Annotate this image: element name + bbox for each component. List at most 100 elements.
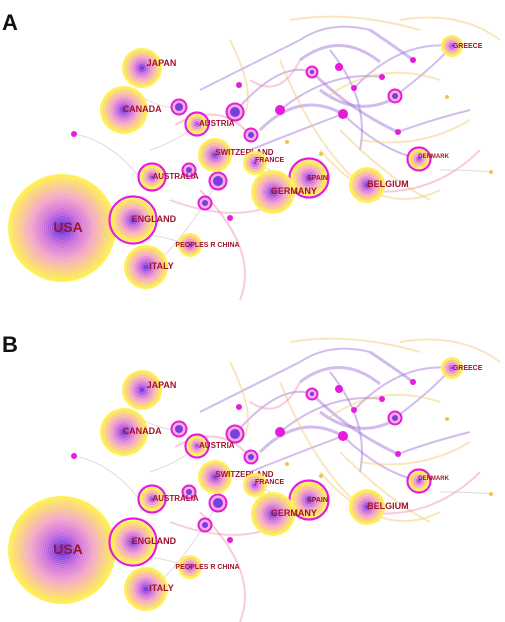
country-node-england: ENGLAND [108, 195, 177, 245]
minor-country-node [71, 131, 77, 137]
collaboration-link [369, 350, 414, 384]
country-label-germany: GERMANY [271, 508, 317, 518]
collaboration-link [249, 381, 301, 410]
country-node-austria: AUSTRIA [184, 433, 235, 459]
country-node-greece: GREECE [440, 34, 483, 58]
collaboration-link [199, 361, 301, 413]
minor-country-node [285, 140, 289, 144]
country-node-italy: ITALY [123, 244, 174, 290]
minor-country-node [410, 379, 416, 385]
collaboration-link [249, 435, 344, 473]
country-label-france: FRANCE [255, 157, 284, 164]
minor-country-node [71, 453, 77, 459]
country-label-austria: AUSTRIA [199, 441, 235, 450]
country-node-japan: JAPAN [121, 369, 176, 411]
minor-country-node [351, 85, 357, 91]
collaboration-link [174, 435, 251, 458]
country-node-spain: SPAIN [288, 479, 330, 521]
country-label-greece: GREECE [453, 43, 483, 50]
minor-country-node [489, 170, 493, 174]
country-node-belgium: BELGIUM [348, 166, 409, 204]
collaboration-link [329, 71, 441, 96]
collaboration-link [329, 393, 441, 418]
links-layer [73, 337, 501, 622]
country-label-austria: AUSTRIA [199, 119, 235, 128]
minor-country-node [338, 109, 348, 119]
country-node-usa: USA [7, 173, 117, 283]
collaboration-link [369, 28, 414, 62]
minor-country-node [410, 57, 416, 63]
country-label-peoples_r_china: PEOPLES R CHINA [175, 242, 239, 249]
country-label-australia: AUSTRALIA [152, 494, 198, 503]
collaboration-link [342, 113, 420, 160]
collaboration-link [159, 502, 219, 583]
country-label-australia: AUSTRALIA [152, 172, 198, 181]
collaboration-link [339, 129, 431, 201]
country-label-belgium: BELGIUM [367, 179, 409, 189]
minor-country-node [335, 63, 343, 71]
minor-country-node [319, 152, 323, 156]
minor-country-node [227, 537, 233, 543]
minor-country-node [395, 451, 401, 457]
collaboration-link [299, 366, 381, 386]
country-node-greece: GREECE [440, 356, 483, 380]
country-node-australia: AUSTRALIA [137, 162, 199, 192]
country-node-england: ENGLAND [108, 517, 177, 567]
collaboration-link [258, 103, 344, 132]
country-label-canada: CANADA [123, 426, 162, 436]
country-label-belgium: BELGIUM [367, 501, 409, 511]
country-label-germany: GERMANY [271, 186, 317, 196]
collaboration-link [310, 392, 399, 456]
panel-label: A [2, 10, 18, 35]
collaboration-link [399, 338, 501, 363]
minor-country-node [338, 431, 348, 441]
collaboration-link [299, 25, 371, 41]
collaboration-link [249, 59, 301, 88]
minor-country-node [351, 407, 357, 413]
minor-country-node [489, 492, 493, 496]
country-node-canada: CANADA [99, 85, 162, 135]
panel-b: B USA JAPAN CANADA AUSTRIA SWITZERLAND FRANCE… [0, 322, 505, 622]
country-label-italy: ITALY [149, 261, 174, 271]
country-node-peoples_r_china: PEOPLES R CHINA [175, 232, 240, 258]
collaboration-link [73, 133, 141, 179]
minor-country-node [285, 462, 289, 466]
country-node-japan: JAPAN [121, 47, 176, 89]
collaboration-link [258, 425, 344, 454]
collaboration-link [359, 441, 471, 466]
collaboration-link [329, 371, 363, 473]
collaboration-link [289, 15, 421, 31]
minor-country-node [379, 396, 385, 402]
collaboration-link [339, 451, 431, 523]
country-node-switzerland: SWITZERLAND [197, 459, 274, 495]
minor-country-node [379, 74, 385, 80]
country-node-peoples_r_china: PEOPLES R CHINA [175, 554, 240, 580]
minor-country-node [236, 404, 242, 410]
collaboration-link [310, 70, 399, 134]
country-label-denmark: DENMARK [418, 476, 449, 482]
country-label-denmark: DENMARK [418, 154, 449, 160]
country-label-switzerland: SWITZERLAND [215, 470, 273, 479]
panel-label: B [2, 332, 18, 357]
minor-country-node [319, 474, 323, 478]
country-node-france: FRANCE [242, 472, 285, 498]
collaboration-link [329, 49, 363, 151]
country-label-france: FRANCE [255, 479, 284, 486]
country-label-canada: CANADA [123, 104, 162, 114]
collaboration-link [397, 431, 471, 455]
collaboration-link [199, 39, 301, 91]
collaboration-link [174, 113, 251, 136]
minor-country-node [395, 129, 401, 135]
collaboration-link [399, 16, 501, 41]
country-label-peoples_r_china: PEOPLES R CHINA [175, 564, 239, 571]
minor-country-node [445, 95, 449, 99]
country-node-italy: ITALY [123, 566, 174, 612]
country-label-spain: SPAIN [307, 175, 328, 182]
panel-a: A USA JAPAN CANADA AUSTRIA SWITZERLAND FRANCE… [0, 0, 505, 300]
country-label-usa: USA [53, 541, 83, 557]
country-node-spain: SPAIN [288, 157, 330, 199]
collaboration-link [439, 491, 492, 495]
